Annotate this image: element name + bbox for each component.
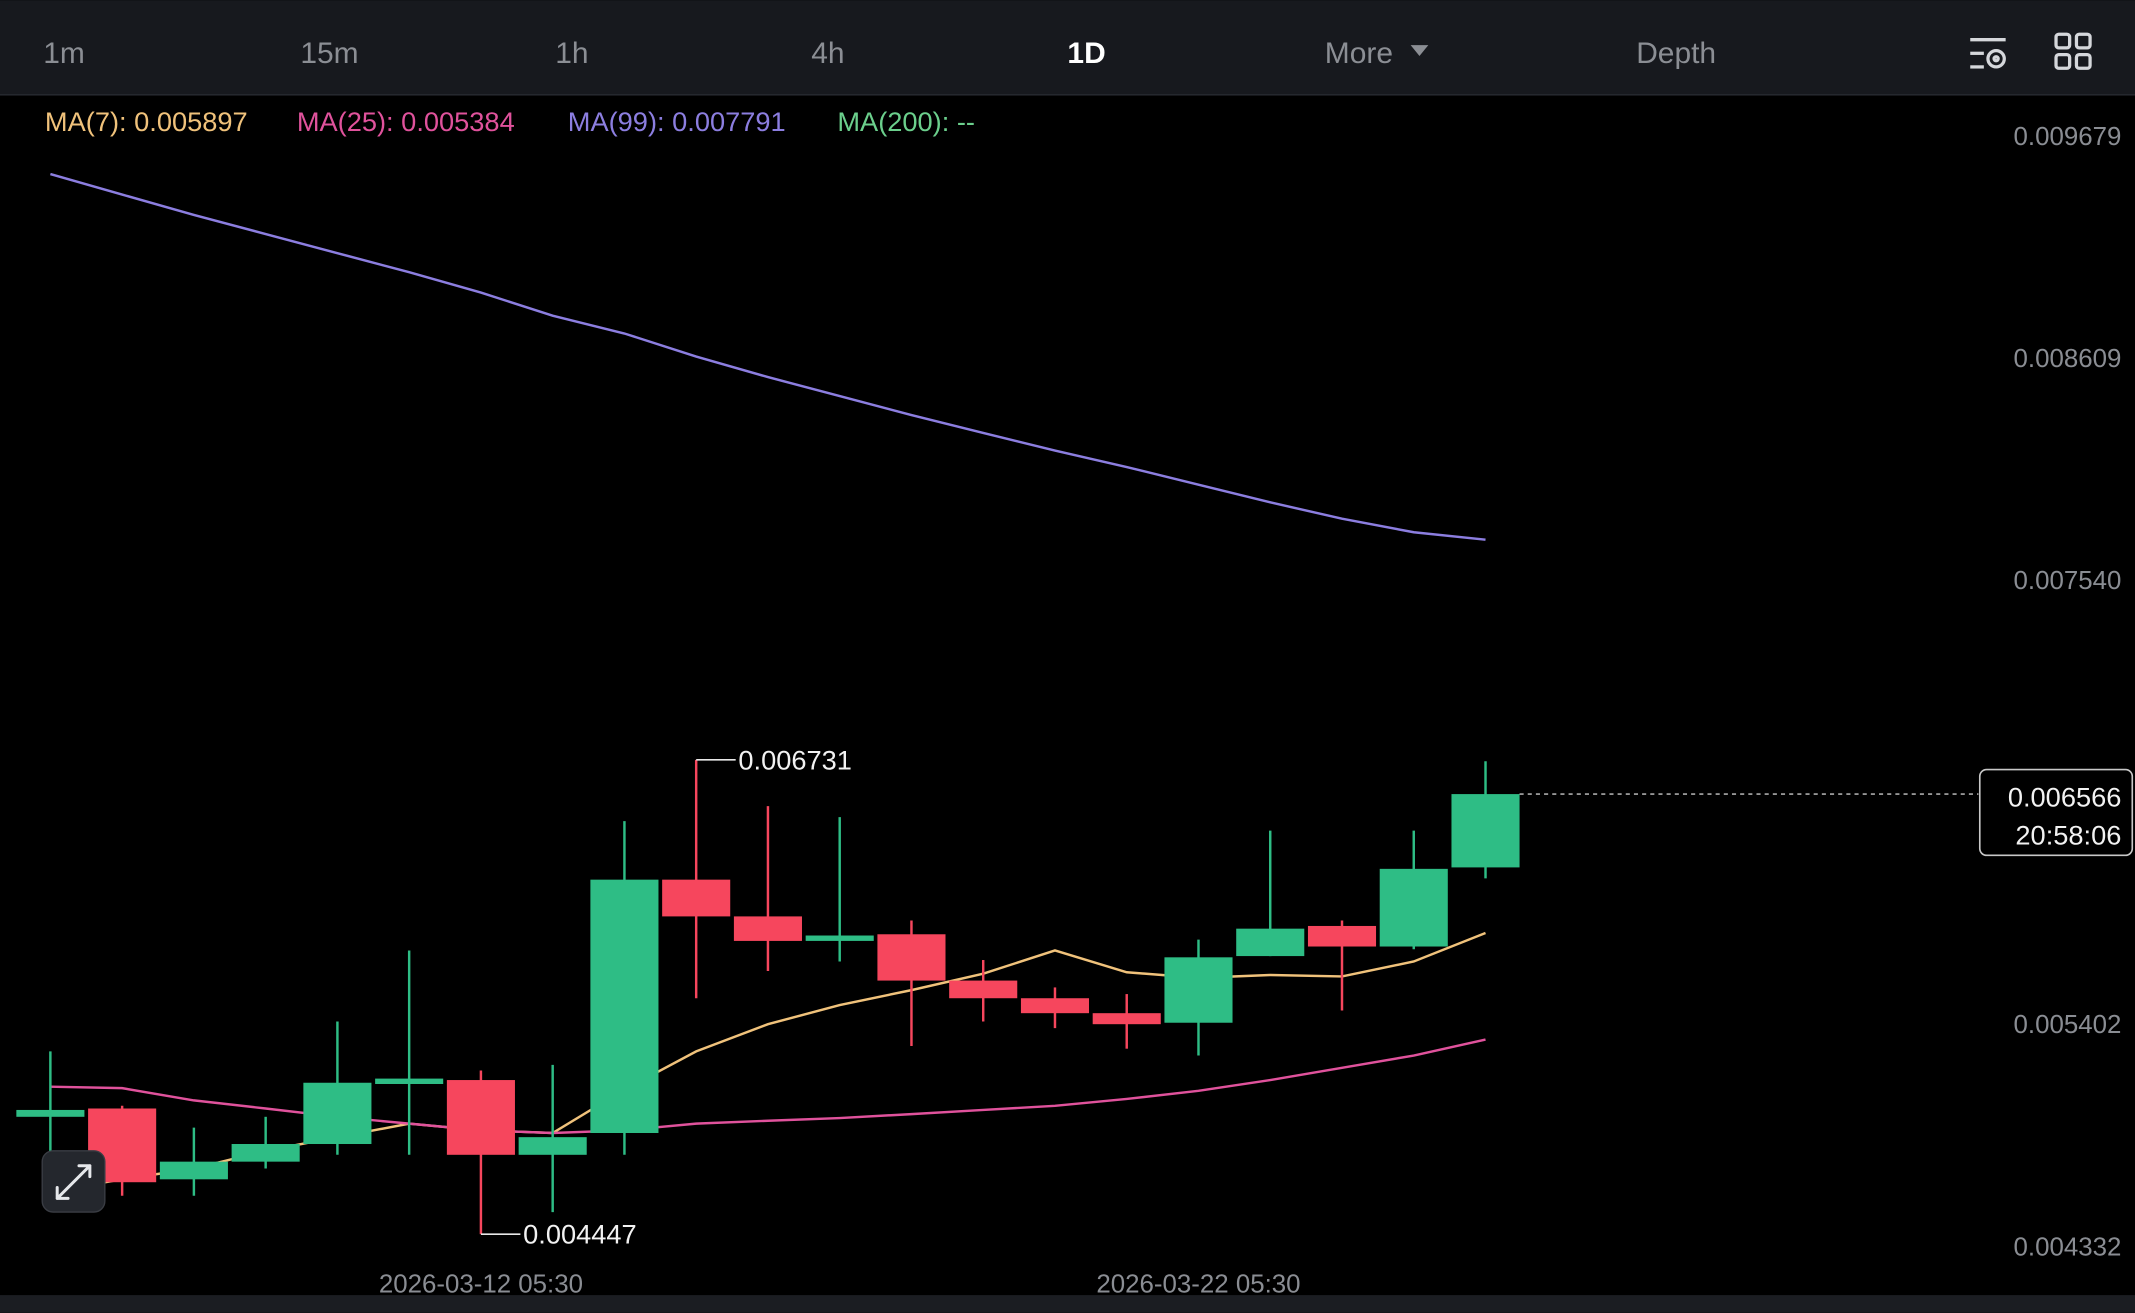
last-price-label: 0.006566 xyxy=(2008,781,2122,812)
candle-body xyxy=(1451,794,1520,868)
layout-icon[interactable] xyxy=(2054,32,2092,70)
y-tick-label: 0.005402 xyxy=(2014,1011,2122,1039)
candle-body xyxy=(590,879,659,1134)
candle-body xyxy=(1236,928,1305,957)
candle-body xyxy=(1092,1013,1161,1025)
candle-body xyxy=(733,916,802,941)
candle-body xyxy=(446,1080,515,1155)
countdown-label: 20:58:06 xyxy=(2015,819,2121,850)
timeframe-tab[interactable]: 15m xyxy=(300,37,358,70)
ma-line xyxy=(50,172,1486,541)
candle-body xyxy=(159,1161,228,1180)
timeframe-tab[interactable]: Depth xyxy=(1636,37,1716,70)
candle-body xyxy=(1020,998,1090,1014)
legend-entry: MA(99): 0.007791 xyxy=(568,106,786,137)
timeframe-tab[interactable]: 1D xyxy=(1067,37,1105,70)
candle-body xyxy=(231,1144,300,1162)
annotation-label: 0.006731 xyxy=(738,744,852,775)
y-tick-label: 0.009679 xyxy=(2014,123,2122,151)
last-price-box xyxy=(1978,768,2134,857)
legend-entry: MA(25): 0.005384 xyxy=(297,106,515,137)
legend-entry: MA(7): 0.005897 xyxy=(45,106,248,137)
settings-icon[interactable] xyxy=(1970,38,2006,69)
ma-line xyxy=(50,1038,1486,1135)
x-tick-label: 2026-03-22 05:30 xyxy=(1096,1270,1300,1298)
candle-body xyxy=(16,1109,85,1117)
legend-entry: MA(200): -- xyxy=(837,106,975,137)
expand-button[interactable] xyxy=(41,1150,106,1213)
timeframe-tab[interactable]: More xyxy=(1325,37,1393,70)
timeframe-tab[interactable]: 1h xyxy=(555,37,588,70)
toolbar xyxy=(0,0,2135,95)
y-tick-label: 0.004332 xyxy=(2014,1233,2122,1261)
candle-body xyxy=(1164,957,1233,1023)
candle-body xyxy=(1379,868,1448,947)
annotation-label: 0.004447 xyxy=(523,1219,637,1250)
candle-body xyxy=(518,1137,587,1155)
candle-body xyxy=(877,934,946,981)
timeframe-tab[interactable]: 4h xyxy=(811,37,844,70)
y-tick-label: 0.008609 xyxy=(2014,345,2122,373)
candle-body xyxy=(303,1082,372,1145)
x-tick-label: 2026-03-12 05:30 xyxy=(379,1270,583,1298)
y-tick-label: 0.007540 xyxy=(2014,567,2122,595)
candle-body xyxy=(949,980,1018,999)
bottom-bar xyxy=(0,1295,2135,1313)
dropdown-arrow xyxy=(1410,45,1429,57)
candle-body xyxy=(662,879,731,917)
candle-body xyxy=(375,1078,444,1084)
candle-body xyxy=(1307,925,1377,947)
candle-body xyxy=(805,935,874,941)
plot-area: 0.009679 0.008609 0.007540 0.005402 0.004332… xyxy=(16,106,2134,1298)
timeframe-tab[interactable]: 1m xyxy=(43,37,85,70)
